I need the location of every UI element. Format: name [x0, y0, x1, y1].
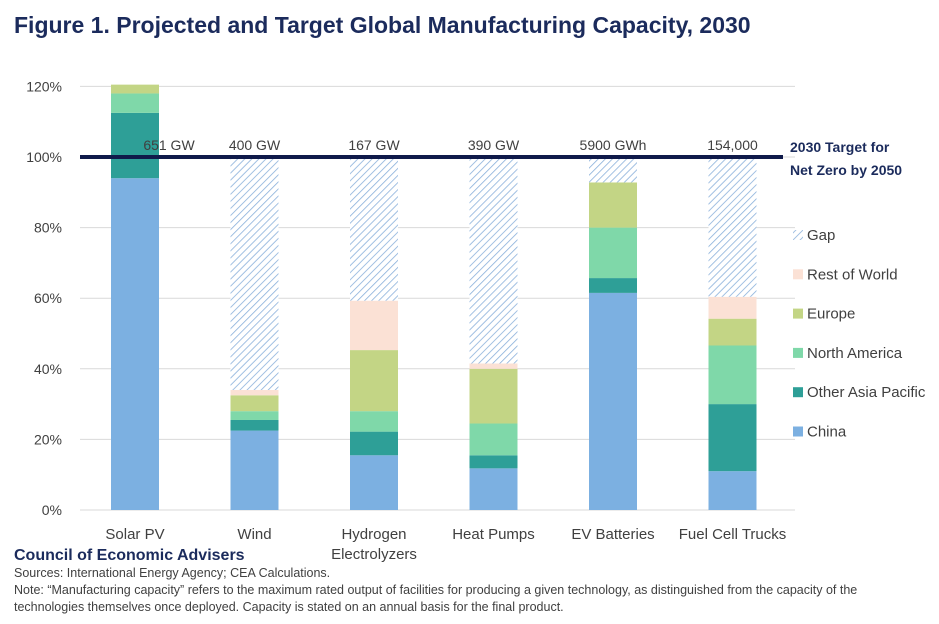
- bar-segment-gap: [230, 157, 279, 390]
- y-tick-label: 100%: [26, 149, 62, 165]
- footer: Council of Economic Advisers Sources: In…: [14, 547, 929, 616]
- bar-segment-other-asia-pacific: [350, 431, 398, 456]
- x-tick-label: Hydrogen: [341, 526, 406, 543]
- bar-segment-rest-of-world: [708, 296, 757, 319]
- bar-segment-china: [589, 292, 637, 510]
- legend-swatch-north-america: [793, 347, 803, 358]
- bar-segment-north-america: [230, 411, 279, 420]
- target-value-label: 167 GW: [348, 137, 400, 153]
- capacity-note: Note: “Manufacturing capacity” refers to…: [14, 583, 858, 614]
- bar-segment-china: [469, 468, 518, 510]
- bar-segment-gap: [350, 157, 398, 301]
- legend-swatch-gap: [793, 230, 803, 240]
- bar-segment-europe: [589, 182, 637, 228]
- bar-segment-other-asia-pacific: [708, 404, 757, 472]
- bar-segment-rest-of-world: [350, 300, 398, 351]
- legend-label-china: China: [807, 424, 847, 441]
- bar-segment-north-america: [469, 423, 518, 456]
- legend-label-gap: Gap: [807, 227, 835, 244]
- x-tick-label: Heat Pumps: [452, 526, 535, 543]
- bar-segment-rest-of-world: [469, 363, 518, 369]
- legend-label-europe: Europe: [807, 306, 855, 323]
- bar-segment-gap: [589, 157, 637, 183]
- bar-segment-other-asia-pacific: [589, 278, 637, 293]
- x-tick-label: Fuel Cell Trucks: [679, 526, 787, 543]
- bar-segment-europe: [469, 368, 518, 424]
- bar-segment-north-america: [111, 93, 159, 113]
- target-label-line-1: 2030 Target for: [790, 139, 890, 155]
- bar-segment-europe: [350, 350, 398, 412]
- target-value-label: 400 GW: [229, 137, 281, 153]
- x-axis-labels: Solar PV Wind Hydrogen Electrolyzers Heat Pu…: [105, 526, 786, 563]
- target-label-line-2: Net Zero by 2050: [790, 162, 902, 178]
- legend: Gap Rest of World Europe North America Other…: [793, 227, 926, 441]
- legend-label-other-asia-pacific: Other Asia Pacific: [807, 384, 926, 401]
- bar-segment-other-asia-pacific: [469, 455, 518, 469]
- bar-segment-gap: [708, 157, 757, 297]
- legend-label-rest-of-world: Rest of World: [807, 266, 898, 283]
- x-tick-label: Electrolyzers: [331, 546, 417, 563]
- legend-swatch-europe: [793, 308, 803, 319]
- bar-segment-europe: [111, 84, 159, 94]
- y-axis: 0% 20% 40% 60% 80% 100% 120%: [26, 78, 62, 518]
- y-tick-label: 0%: [42, 502, 62, 518]
- y-tick-label: 60%: [34, 290, 62, 306]
- bar-segment-europe: [230, 395, 279, 412]
- bar-segment-north-america: [589, 227, 637, 279]
- legend-swatch-other-asia-pacific: [793, 387, 803, 398]
- y-tick-label: 20%: [34, 431, 62, 447]
- bar-segment-china: [708, 471, 757, 510]
- legend-label-north-america: North America: [807, 345, 903, 362]
- bar-segment-china: [111, 178, 159, 510]
- bar-segment-north-america: [708, 345, 757, 405]
- legend-swatch-china: [793, 426, 803, 437]
- sources-note: Sources: International Energy Agency; CE…: [14, 566, 331, 580]
- org-name: Council of Economic Advisers: [14, 547, 245, 564]
- target-value-label: 154,000: [707, 137, 758, 153]
- y-tick-label: 120%: [26, 78, 62, 94]
- bar-segment-europe: [708, 318, 757, 346]
- x-tick-label: Solar PV: [105, 526, 164, 543]
- target: 2030 Target for Net Zero by 2050: [80, 139, 902, 178]
- legend-swatch-rest-of-world: [793, 269, 803, 280]
- target-value-label: 390 GW: [468, 137, 520, 153]
- bars: [111, 84, 757, 510]
- target-value-label: 5900 GWh: [580, 137, 647, 153]
- bar-segment-other-asia-pacific: [111, 112, 159, 179]
- bar-segment-china: [350, 455, 398, 510]
- x-tick-label: EV Batteries: [571, 526, 654, 543]
- y-tick-label: 40%: [34, 361, 62, 377]
- x-tick-label: Wind: [237, 526, 271, 543]
- y-tick-label: 80%: [34, 220, 62, 236]
- bar-segment-north-america: [350, 411, 398, 432]
- bar-segment-rest-of-world: [230, 389, 279, 396]
- figure-title: Figure 1. Projected and Target Global Ma…: [14, 12, 751, 38]
- bar-segment-china: [230, 430, 279, 510]
- bar-segment-other-asia-pacific: [230, 419, 279, 431]
- target-value-annotations: 651 GW 400 GW 167 GW 390 GW 5900 GWh 154,000: [143, 137, 758, 153]
- target-value-label: 651 GW: [143, 137, 195, 153]
- bar-segment-gap: [469, 157, 518, 364]
